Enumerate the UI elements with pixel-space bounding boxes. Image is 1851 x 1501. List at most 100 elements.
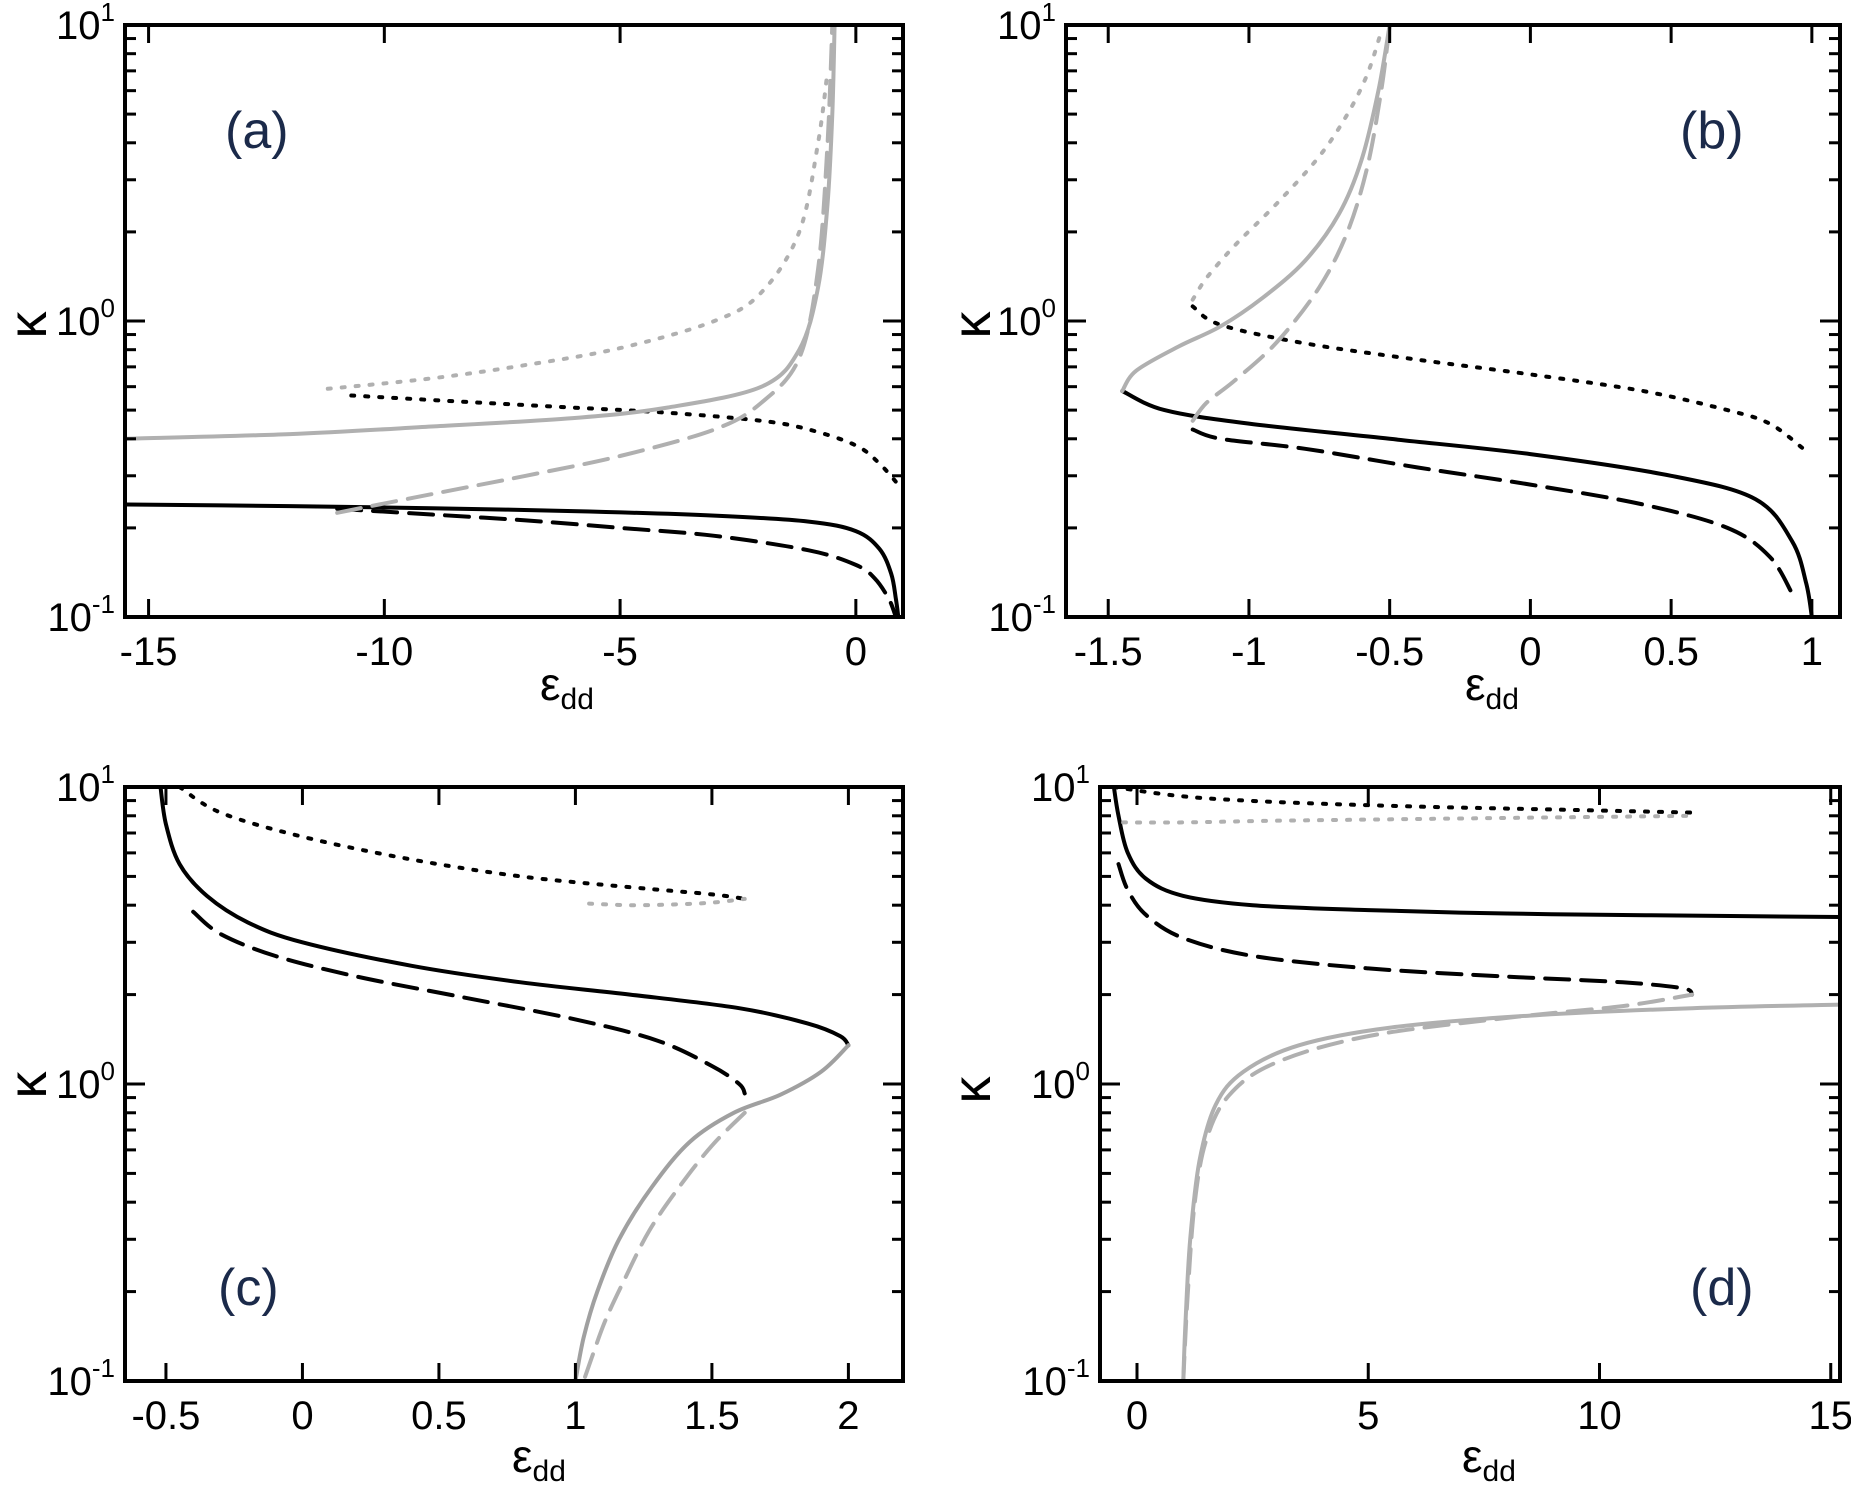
panel-a-series-black-dashed xyxy=(335,506,898,617)
panel-a-xtick-label: -5 xyxy=(602,630,638,674)
ytick-label-exp: 0 xyxy=(1076,1056,1090,1086)
ytick-label-base: 10 xyxy=(56,1063,101,1107)
panel-d-series-gray-solid xyxy=(1181,1002,1840,1381)
panel-b-xtick-label: -1 xyxy=(1231,630,1267,674)
panel-c-frame xyxy=(123,785,905,1383)
panel-b-xlabel: εdd xyxy=(1465,658,1519,716)
ytick-label-exp: -1 xyxy=(1067,1353,1090,1383)
panel-d-curves xyxy=(1111,787,1840,1381)
panel-d-label: (d) xyxy=(1690,1259,1754,1317)
panel-b-xtick-label: 1 xyxy=(1801,630,1823,674)
ytick-label-base: 10 xyxy=(47,1360,92,1404)
panel-c-ylabel: κ xyxy=(0,1071,58,1099)
panel-b-series-gray-solid xyxy=(1120,25,1392,393)
panel-c-xtick-label: 2 xyxy=(837,1394,859,1438)
panel-c-xtick-label: -0.5 xyxy=(131,1394,200,1438)
panel-d-series-gray-dashed xyxy=(1181,992,1694,1381)
ytick-label-base: 10 xyxy=(1031,766,1076,810)
panel-d-ytick-label: 100 xyxy=(1031,1056,1090,1107)
panel-d-xtick-label: 15 xyxy=(1809,1394,1851,1438)
panel-c-xlabel: εdd xyxy=(512,1430,566,1488)
panel-b-xtick-label: 0.5 xyxy=(1643,630,1699,674)
panel-a-label: (a) xyxy=(225,102,289,160)
panel-b-series-black-solid xyxy=(1120,389,1814,617)
panel-d-ylabel: κ xyxy=(942,1076,1002,1104)
panel-d-ytick-label: 101 xyxy=(1031,759,1090,810)
panel-c-series-black-solid xyxy=(158,787,851,1048)
panel-a-series-black-dotted xyxy=(349,393,901,487)
panel-b-ytick-label: 10-1 xyxy=(988,589,1056,640)
panel-c-ytick-label: 100 xyxy=(56,1056,115,1107)
panel-b-ytick-label: 101 xyxy=(997,0,1056,48)
panel-b-xtick-label: 0 xyxy=(1519,630,1541,674)
ytick-label-base: 10 xyxy=(997,300,1042,344)
ytick-label-base: 10 xyxy=(56,766,101,810)
ytick-label-exp: 1 xyxy=(101,0,115,27)
panel-a-ytick-label: 10-1 xyxy=(47,589,115,640)
ytick-label-base: 10 xyxy=(988,596,1033,640)
panel-b-ytick-label: 100 xyxy=(997,293,1056,344)
panel-c-label: (c) xyxy=(218,1259,279,1317)
panel-a-xlabel-main: ε xyxy=(540,658,561,710)
ytick-label-exp: -1 xyxy=(1033,589,1056,619)
panel-b-series-black-dashed xyxy=(1190,427,1795,596)
ytick-label-base: 10 xyxy=(56,300,101,344)
panel-c-xtick-label: 1 xyxy=(564,1394,586,1438)
panel-b-label: (b) xyxy=(1680,102,1744,160)
panel-d-series-black-dashed xyxy=(1116,862,1694,997)
panel-a-xtick-label: -10 xyxy=(355,630,413,674)
ytick-label-exp: -1 xyxy=(92,589,115,619)
panel-b-series-gray-dashed xyxy=(1190,25,1392,423)
panel-d-ytick-label: 10-1 xyxy=(1022,1353,1090,1404)
panel-c-series-gray-solid xyxy=(573,1043,851,1381)
panel-c-xlabel-main: ε xyxy=(512,1430,533,1482)
ytick-label-exp: 1 xyxy=(101,759,115,789)
panel-a-series-black-solid xyxy=(125,502,901,617)
ytick-label-base: 10 xyxy=(1031,1063,1076,1107)
panel-d-series-black-solid xyxy=(1111,787,1840,919)
ytick-label-base: 10 xyxy=(997,4,1042,48)
panel-a-xlabel-sub: dd xyxy=(561,683,594,716)
panel-c-series-black-dotted xyxy=(177,787,747,901)
panel-b-xtick-label: -0.5 xyxy=(1355,630,1424,674)
ytick-label-exp: 0 xyxy=(1042,293,1056,323)
panel-a-series-gray-dashed xyxy=(335,25,835,515)
ytick-label-base: 10 xyxy=(56,4,101,48)
panel-a-xtick-label: 0 xyxy=(845,630,867,674)
panel-b-ylabel: κ xyxy=(942,311,1002,339)
ytick-label-exp: 1 xyxy=(1042,0,1056,27)
ytick-label-exp: 0 xyxy=(101,1056,115,1086)
panel-a-xtick-label: -15 xyxy=(120,630,178,674)
panel-b-frame xyxy=(1064,23,1842,619)
panel-b-xlabel-sub: dd xyxy=(1486,683,1519,716)
panel-d-series-gray-dotted xyxy=(1121,813,1694,825)
panel-b-xtick-label: -1.5 xyxy=(1074,630,1143,674)
panel-a-ytick-label: 100 xyxy=(56,293,115,344)
panel-c-ytick-label: 10-1 xyxy=(47,1353,115,1404)
panel-d-xtick-label: 5 xyxy=(1357,1394,1379,1438)
panel-a-xlabel: εdd xyxy=(540,658,594,716)
panel-d-xtick-label: 0 xyxy=(1126,1394,1148,1438)
panel-b-xlabel-main: ε xyxy=(1465,658,1486,710)
panel-d-xlabel: εdd xyxy=(1462,1430,1516,1488)
panel-d-frame xyxy=(1098,785,1842,1383)
panel-c-series-gray-dotted xyxy=(587,896,747,908)
ytick-label-exp: 0 xyxy=(101,293,115,323)
panel-c-xlabel-sub: dd xyxy=(533,1455,566,1488)
ytick-label-base: 10 xyxy=(47,596,92,640)
panel-d-series-black-dotted xyxy=(1111,787,1694,815)
panel-c-xtick-label: 1.5 xyxy=(684,1394,740,1438)
ytick-label-exp: -1 xyxy=(92,1353,115,1383)
panel-d-xlabel-main: ε xyxy=(1462,1430,1483,1482)
panel-d-xlabel-sub: dd xyxy=(1483,1455,1516,1488)
panel-a-series-gray-solid xyxy=(125,25,837,441)
panel-a-ylabel: κ xyxy=(0,311,58,339)
